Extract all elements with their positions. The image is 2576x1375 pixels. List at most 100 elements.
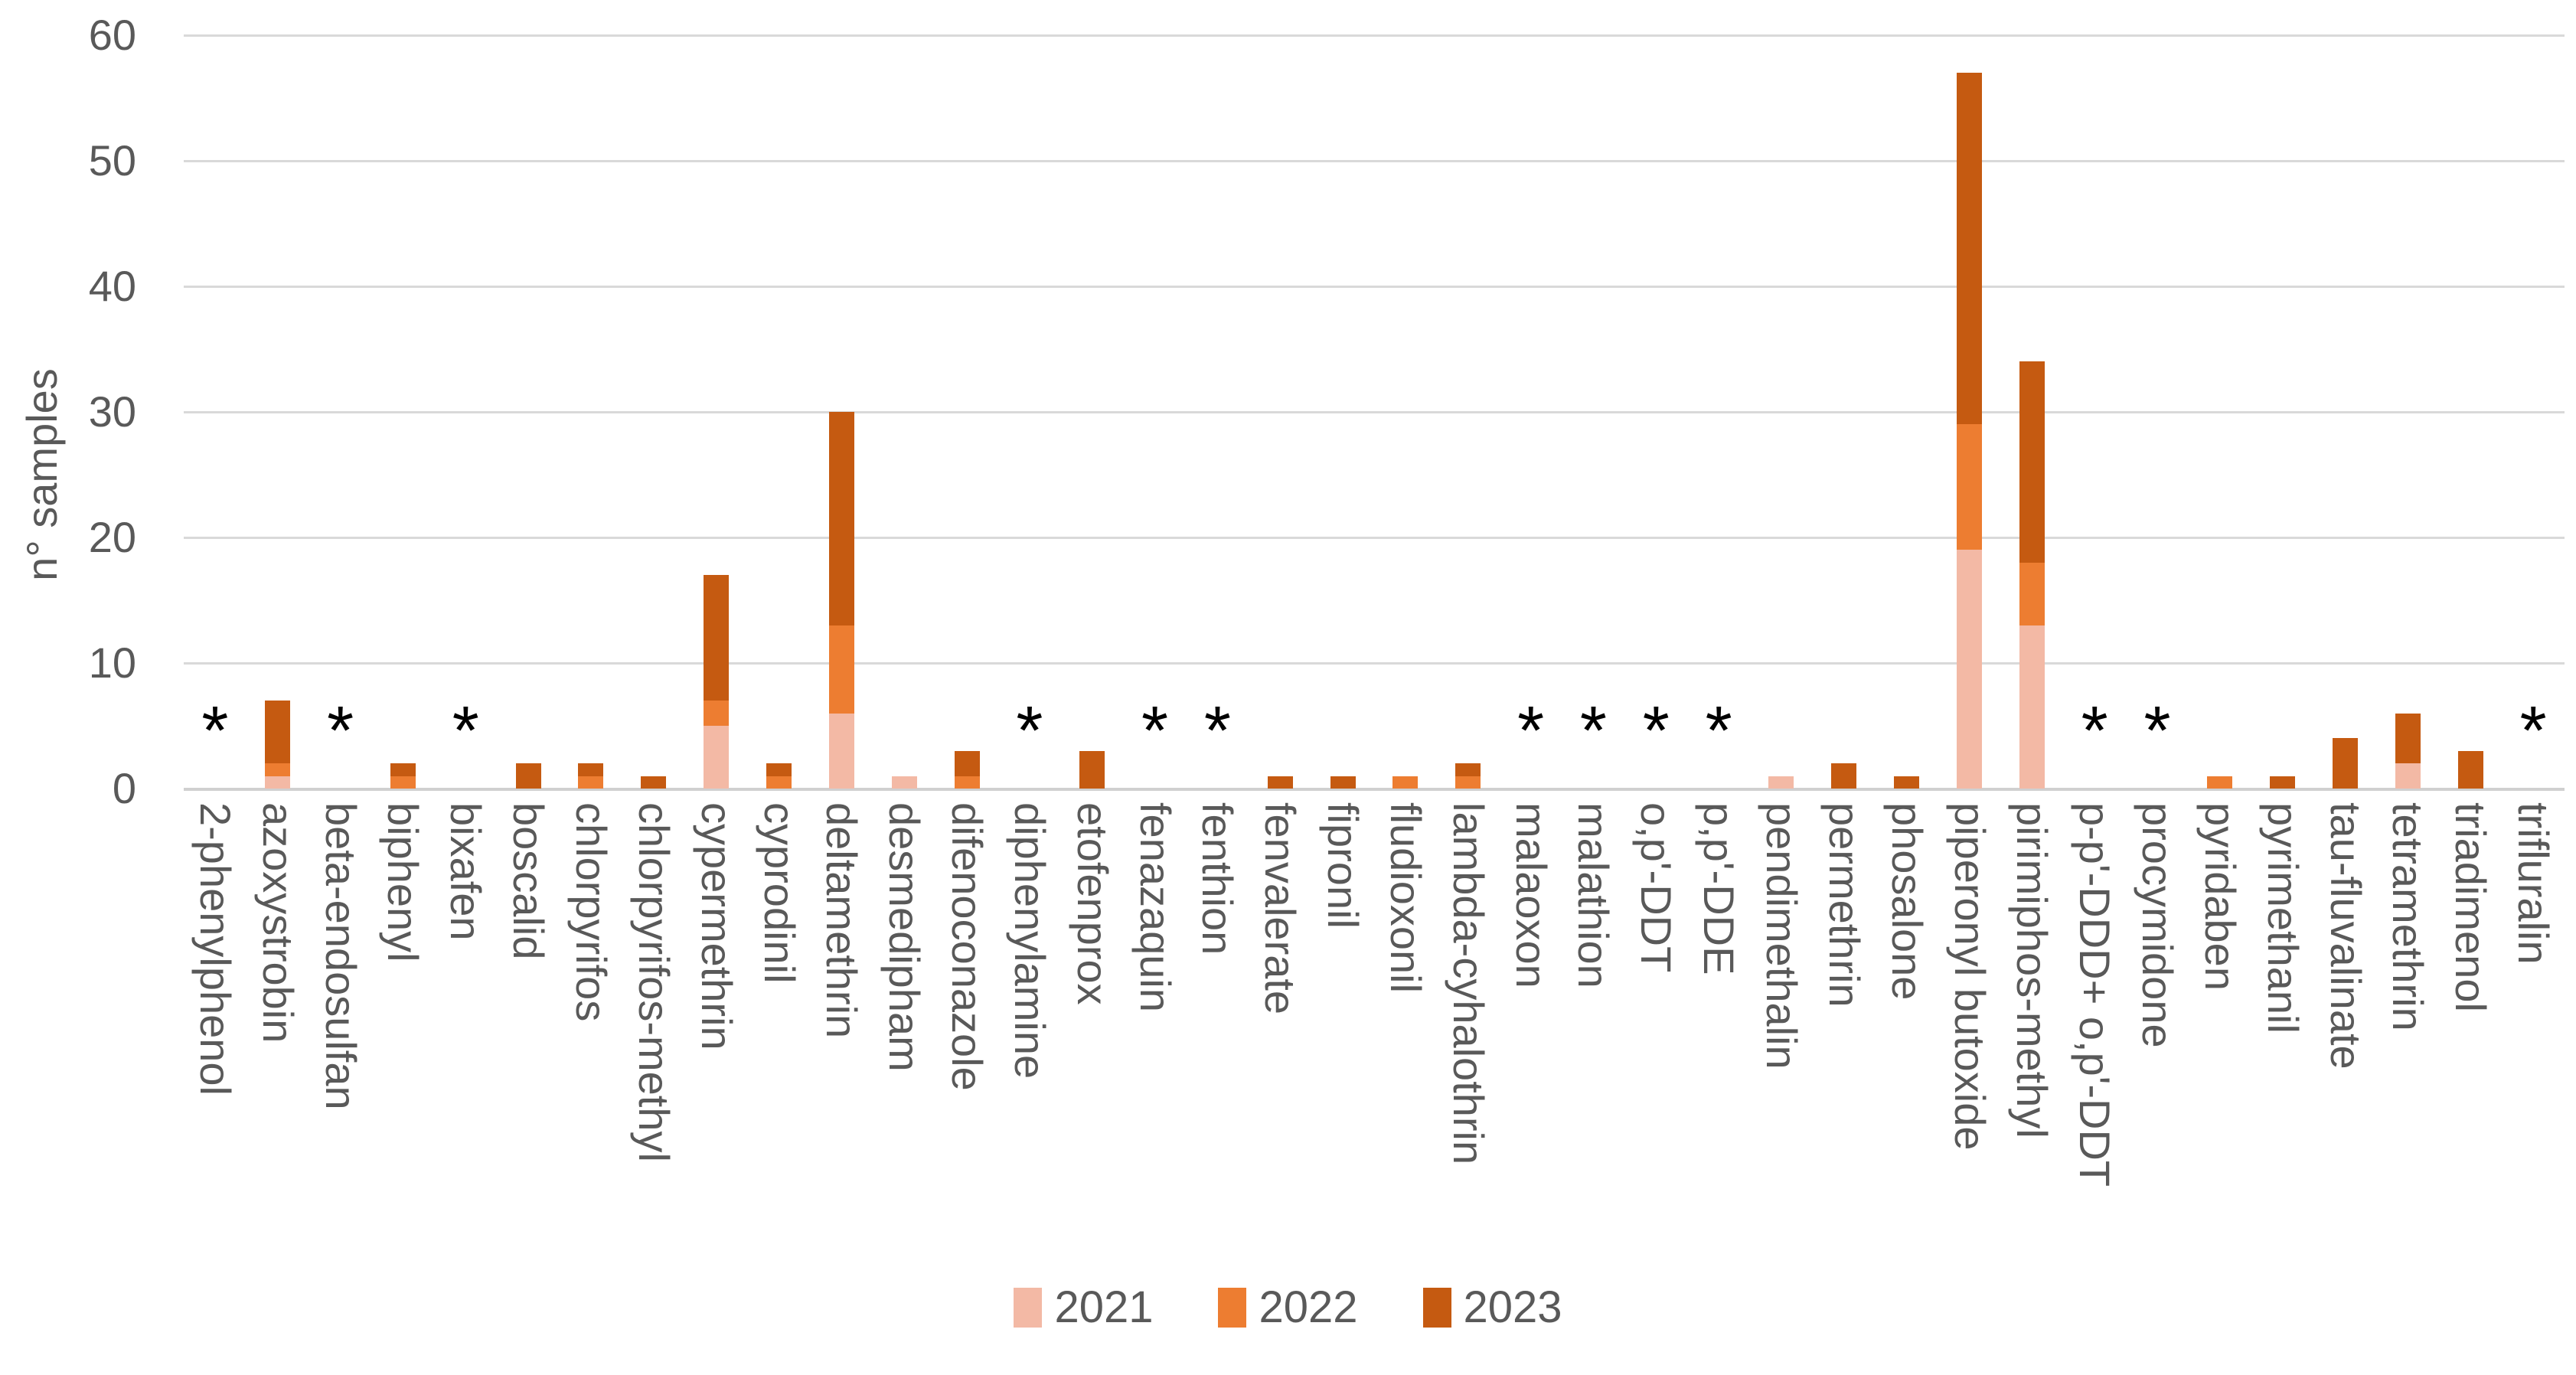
x-axis-label-beta-endosulfan: beta-endosulfan bbox=[316, 802, 365, 1110]
y-axis-tick-label: 60 bbox=[88, 11, 136, 59]
y-axis-tick-label: 10 bbox=[88, 639, 136, 687]
not-detected-asterisk: * bbox=[1141, 693, 1169, 769]
bar-segment-2022 bbox=[704, 701, 730, 726]
bar-chlorpyrifos bbox=[578, 763, 604, 789]
x-axis-label-p-p-ddd-o-p-ddt: p-p'-DDD+ o,p'-DDT bbox=[2071, 802, 2120, 1187]
x-axis-label-fenazaquin: fenazaquin bbox=[1131, 802, 1180, 1013]
legend-label: 2022 bbox=[1259, 1282, 1358, 1332]
bar-segment-2021 bbox=[2019, 625, 2045, 789]
bar-fenvalerate bbox=[1267, 776, 1293, 789]
x-axis-label-p-p-dde: p,p'-DDE bbox=[1695, 802, 1744, 975]
y-axis-tick-label: 40 bbox=[88, 262, 136, 310]
x-axis-label-difenoconazole: difenoconazole bbox=[943, 802, 992, 1091]
bar-segment-2023 bbox=[2457, 750, 2483, 789]
x-axis-label-bixafen: bixafen bbox=[442, 802, 491, 941]
bar-segment-2023 bbox=[1831, 763, 1857, 789]
x-axis-label-tetramethrin: tetramethrin bbox=[2384, 802, 2433, 1031]
bar-segment-2022 bbox=[2207, 776, 2233, 789]
gridline-y10 bbox=[184, 662, 2565, 665]
x-axis-label-fludioxonil: fludioxonil bbox=[1381, 802, 1430, 994]
x-axis-label-desmedipham: desmedipham bbox=[880, 802, 929, 1072]
not-detected-asterisk: * bbox=[327, 693, 354, 769]
bar-segment-2023 bbox=[2333, 738, 2359, 789]
bar-biphenyl bbox=[390, 763, 416, 789]
bar-difenoconazole bbox=[954, 750, 980, 789]
legend-label: 2021 bbox=[1054, 1282, 1154, 1332]
not-detected-asterisk: * bbox=[452, 693, 479, 769]
x-axis-label-pendimethalin: pendimethalin bbox=[1757, 802, 1806, 1070]
x-axis-label-piperonyl-butoxide: piperonyl butoxide bbox=[1945, 802, 1994, 1151]
bar-segment-2023 bbox=[641, 776, 667, 789]
bar-segment-2021 bbox=[265, 776, 291, 789]
bar-segment-2023 bbox=[766, 763, 792, 776]
bar-segment-2023 bbox=[515, 763, 541, 789]
bar-segment-2022 bbox=[766, 776, 792, 789]
gridline-y60 bbox=[184, 34, 2565, 37]
y-axis-tick-label: 0 bbox=[112, 764, 136, 812]
bar-segment-2021 bbox=[1768, 776, 1794, 789]
bar-segment-2022 bbox=[265, 763, 291, 776]
bar-segment-2023 bbox=[954, 750, 980, 776]
x-axis-label-chlorpyrifos: chlorpyrifos bbox=[566, 802, 615, 1022]
legend-swatch-2023 bbox=[1422, 1288, 1451, 1328]
x-axis-label-diphenylamine: diphenylamine bbox=[1005, 802, 1054, 1079]
gridline-y20 bbox=[184, 537, 2565, 539]
bar-lambda-cyhalothrin bbox=[1455, 763, 1481, 789]
x-axis-label-chlorpyrifos-methyl: chlorpyrifos-methyl bbox=[629, 802, 678, 1162]
bar-piperonyl-butoxide bbox=[1957, 73, 1982, 789]
x-axis-label-lambda-cyhalothrin: lambda-cyhalothrin bbox=[1444, 802, 1493, 1165]
bar-segment-2023 bbox=[1079, 750, 1105, 789]
bar-fludioxonil bbox=[1392, 776, 1419, 789]
gridline-y50 bbox=[184, 160, 2565, 162]
bar-segment-2023 bbox=[2019, 361, 2045, 563]
legend-item-2022: 2022 bbox=[1218, 1282, 1358, 1332]
bar-segment-2023 bbox=[578, 763, 604, 776]
y-axis-title: n° samples bbox=[18, 368, 66, 581]
legend-item-2021: 2021 bbox=[1014, 1285, 1153, 1331]
not-detected-asterisk: * bbox=[1517, 693, 1545, 769]
x-axis-label-etofenprox: etofenprox bbox=[1068, 802, 1117, 1005]
not-detected-asterisk: * bbox=[2519, 693, 2547, 769]
bar-cyprodinil bbox=[766, 763, 792, 789]
gridline-y40 bbox=[184, 286, 2565, 288]
bar-segment-2022 bbox=[1957, 424, 1982, 550]
bar-segment-2023 bbox=[1267, 776, 1293, 789]
x-axis-label-malathion: malathion bbox=[1569, 802, 1618, 988]
not-detected-asterisk: * bbox=[1642, 693, 1670, 769]
bar-segment-2023 bbox=[265, 701, 291, 764]
bar-pyrimethanil bbox=[2270, 776, 2296, 789]
legend-label: 2023 bbox=[1463, 1282, 1562, 1332]
bar-segment-2021 bbox=[2395, 763, 2421, 789]
bar-segment-2021 bbox=[828, 713, 854, 789]
not-detected-asterisk: * bbox=[2143, 693, 2171, 769]
x-axis-label-procymidone: procymidone bbox=[2134, 802, 2183, 1048]
x-axis-label-malaoxon: malaoxon bbox=[1507, 802, 1556, 988]
x-axis-label-pirimiphos-methyl: pirimiphos-methyl bbox=[2008, 802, 2057, 1138]
x-axis-label-azoxystrobin: azoxystrobin bbox=[253, 802, 302, 1043]
not-detected-asterisk: * bbox=[1016, 693, 1043, 769]
x-axis-label-fipronil: fipronil bbox=[1319, 802, 1368, 929]
legend-item-2023: 2023 bbox=[1422, 1282, 1562, 1332]
gridline-y30 bbox=[184, 411, 2565, 413]
x-axis-label-cypermethrin: cypermethrin bbox=[692, 802, 741, 1050]
y-axis-tick-label: 30 bbox=[88, 387, 136, 436]
legend-swatch-2021 bbox=[1014, 1288, 1043, 1328]
bar-segment-2023 bbox=[390, 763, 416, 776]
bar-pendimethalin bbox=[1768, 776, 1794, 789]
bar-chlorpyrifos-methyl bbox=[641, 776, 667, 789]
legend-swatch-2022 bbox=[1218, 1288, 1247, 1328]
bar-cypermethrin bbox=[704, 575, 730, 789]
bar-pyridaben bbox=[2207, 776, 2233, 789]
bar-segment-2023 bbox=[2270, 776, 2296, 789]
bar-segment-2023 bbox=[704, 575, 730, 701]
bar-segment-2022 bbox=[2019, 562, 2045, 625]
bar-segment-2022 bbox=[828, 625, 854, 714]
x-axis-label-permethrin: permethrin bbox=[1820, 802, 1869, 1008]
not-detected-asterisk: * bbox=[1705, 693, 1732, 769]
x-axis-label-pyrimethanil: pyrimethanil bbox=[2258, 802, 2307, 1034]
bar-segment-2021 bbox=[704, 725, 730, 789]
bar-permethrin bbox=[1831, 763, 1857, 789]
bar-triadimenol bbox=[2457, 750, 2483, 789]
x-axis-label-biphenyl: biphenyl bbox=[379, 802, 428, 962]
bar-segment-2023 bbox=[1894, 776, 1920, 789]
